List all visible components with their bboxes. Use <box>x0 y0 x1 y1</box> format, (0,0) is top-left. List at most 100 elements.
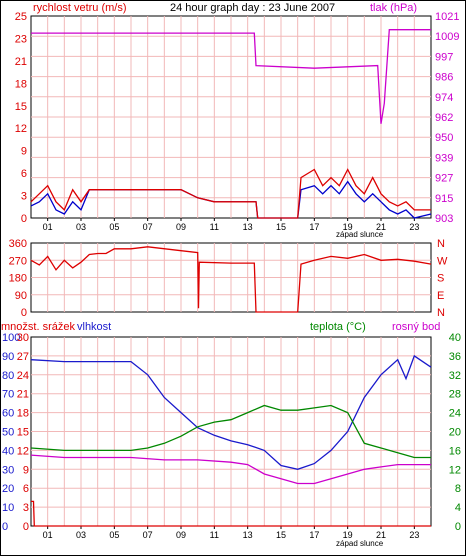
panel1-left-tick-label: 9 <box>21 146 27 158</box>
panel3-temperature-tick-label: 12 <box>449 464 461 476</box>
wind-pressure-panel: 01 03 05 07 09 11 13 15 17 19 21 230369121518212325… <box>15 11 460 232</box>
panel3-humidity-tick-label: 0 <box>2 521 8 533</box>
panel1-left-tick-label: 18 <box>15 78 27 90</box>
panel1-right-tick-label: 997 <box>435 51 453 63</box>
panel3-series-rain-line <box>31 500 431 527</box>
panel1-right-tick-label: 939 <box>435 152 453 164</box>
graph-title: 24 hour graph day : 23 June 2007 <box>170 2 335 14</box>
panel1-x-tick-label: 15 <box>276 222 286 232</box>
panel1-x-tick-label: 09 <box>176 222 186 232</box>
panel3-humidity-tick-label: 100 <box>2 332 20 344</box>
panel3-x-tick-label: 23 <box>409 530 419 540</box>
panel3-humidity-tick-label: 40 <box>2 445 14 457</box>
panel3-humidity-tick-label: 80 <box>2 370 14 382</box>
panel1-x-tick-label: 03 <box>76 222 86 232</box>
panel3-series-temperature-line <box>30 404 431 459</box>
panel2-left-tick-label: 90 <box>15 290 27 302</box>
panel2-left-tick-label: 0 <box>21 307 27 319</box>
panel1-right-tick-label: 962 <box>435 112 453 124</box>
panel3-rain-tick-label: 24 <box>17 370 29 382</box>
panel3-sunset-label: západ slunce <box>336 539 384 548</box>
panel3-x-tick-label: 17 <box>309 530 319 540</box>
panel1-x-tick-label: 07 <box>143 222 153 232</box>
panel3-x-tick-label: 21 <box>376 530 386 540</box>
panel3-humidity-tick-label: 10 <box>2 502 14 514</box>
panel3-x-tick-label: 13 <box>243 530 253 540</box>
panel1-left-axis-label: rychlost vetru (m/s) <box>33 2 127 14</box>
panel3-temperature-tick-label: 32 <box>449 370 461 382</box>
panel3-x-tick-label: 05 <box>109 530 119 540</box>
panel1-x-tick-label: 19 <box>343 222 353 232</box>
panel2-left-tick-label: 270 <box>9 255 27 267</box>
panel1-x-tick-label: 21 <box>376 222 386 232</box>
panel3-x-tick-label: 11 <box>210 530 219 540</box>
panel3-temperature-label: teplota (°C) <box>310 321 366 333</box>
panel1-left-tick-label: 3 <box>21 191 27 203</box>
panel1-x-tick-label: 05 <box>109 222 119 232</box>
panel3-temperature-tick-label: 0 <box>455 521 461 533</box>
panel3-x-tick-label: 15 <box>276 530 286 540</box>
panel3-temperature-tick-label: 24 <box>449 408 461 420</box>
panel3-rain-tick-label: 27 <box>17 351 29 363</box>
panel1-right-tick-label: 915 <box>435 193 453 205</box>
panel1-right-tick-label: 974 <box>435 92 453 104</box>
panel3-rain-tick-label: 15 <box>17 427 29 439</box>
panel3-x-tick-label: 09 <box>176 530 186 540</box>
panel1-left-tick-label: 0 <box>21 213 27 225</box>
panel2-compass-label: N <box>437 238 445 250</box>
panel1-left-tick-label: 21 <box>15 56 27 68</box>
panel1-right-tick-label: 1021 <box>435 11 459 23</box>
panel1-x-tick-label: 13 <box>243 222 253 232</box>
panel3-temperature-tick-label: 16 <box>449 445 461 457</box>
panel3-humidity-tick-label: 20 <box>2 483 14 495</box>
panel1-left-tick-label: 12 <box>15 123 27 135</box>
panel3-humidity-tick-label: 70 <box>2 389 14 401</box>
panel1-x-tick-label: 11 <box>210 222 219 232</box>
panel1-x-tick-label: 17 <box>309 222 319 232</box>
panel3-x-tick-label: 03 <box>76 530 86 540</box>
panel3-rain-tick-label: 0 <box>23 521 29 533</box>
panel3-humidity-label: vlhkost <box>77 321 111 333</box>
panel3-temperature-tick-label: 40 <box>449 332 461 344</box>
panel3-rain-tick-label: 6 <box>23 483 29 495</box>
panel3-dewpoint-label: rosný bod <box>392 321 440 333</box>
panel1-x-tick-label: 01 <box>43 222 53 232</box>
panel1-series-gust-line <box>30 168 431 219</box>
panel1-right-tick-label: 986 <box>435 72 453 84</box>
panel1-left-tick-label: 6 <box>21 168 27 180</box>
panel1-right-tick-label: 950 <box>435 132 453 144</box>
panel1-left-tick-label: 25 <box>15 11 27 23</box>
panel3-rain-tick-label: 9 <box>23 464 29 476</box>
panel3-rain-tick-label: 30 <box>17 332 29 344</box>
panel1-left-tick-label: 15 <box>15 101 27 113</box>
panel2-compass-label: W <box>437 255 448 267</box>
panel3-temperature-tick-label: 36 <box>449 351 461 363</box>
panel2-left-tick-label: 180 <box>9 273 27 285</box>
panel1-left-tick-label: 23 <box>15 33 27 45</box>
panel3-rain-tick-label: 21 <box>17 389 29 401</box>
panel3-temperature-tick-label: 4 <box>455 502 461 514</box>
panel2-series-direction-line <box>30 246 432 313</box>
panel3-humidity-tick-label: 90 <box>2 351 14 363</box>
panel3-series-humidity-line <box>30 354 432 470</box>
panel3-temperature-tick-label: 8 <box>455 483 461 495</box>
panel3-humidity-tick-label: 60 <box>2 408 14 420</box>
panel1-right-tick-label: 927 <box>435 173 453 185</box>
panel3-temperature-tick-label: 20 <box>449 427 461 439</box>
humidity-temperature-panel: 01 03 05 07 09 11 13 15 17 19 21 230 0 010 3 420 6 830 9 12… <box>2 332 461 540</box>
panel3-rain-tick-label: 3 <box>23 502 29 514</box>
panel1-right-tick-label: 903 <box>435 213 453 225</box>
panel2-left-tick-label: 360 <box>9 238 27 250</box>
panel1-right-axis-label: tlak (hPa) <box>370 2 417 14</box>
panel2-compass-label: S <box>437 273 444 285</box>
panel3-rain-label: množst. srážek <box>1 321 75 333</box>
panel3-series-dewpoint-line <box>30 454 431 485</box>
panel3-x-tick-label: 19 <box>343 530 353 540</box>
panel3-x-tick-label: 01 <box>43 530 53 540</box>
panel3-x-tick-label: 07 <box>143 530 153 540</box>
panel2-compass-label: E <box>437 290 444 302</box>
panel1-x-tick-label: 23 <box>409 222 419 232</box>
